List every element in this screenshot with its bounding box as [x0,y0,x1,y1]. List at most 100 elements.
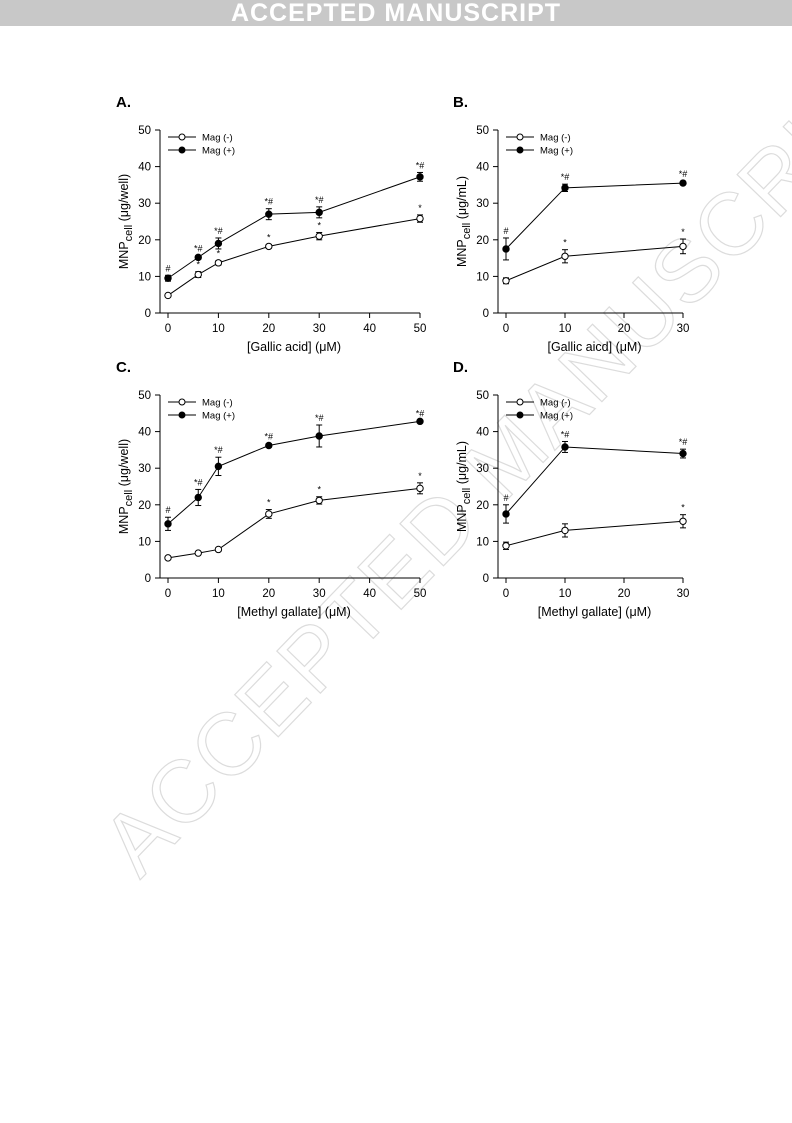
data-point-open [265,242,273,251]
significance-mark: *# [315,195,324,205]
y-tick-label: 30 [138,198,151,210]
y-tick-label: 30 [476,463,489,475]
legend-marker [516,398,524,406]
data-point-open [502,277,510,285]
series-line-mag-minus [167,218,421,296]
series-line-mag-minus [505,520,684,547]
series-line-mag-plus [505,446,684,515]
data-point-open [194,549,202,557]
panel-b: B. 0 10 20 30 40 50 0 10 20 30 [Gallic aicd] (μM) M… [450,92,710,362]
data-point-filled [194,493,202,502]
series-line-mag-plus [167,420,421,525]
x-tick-label: 0 [503,588,509,600]
significance-mark: # [503,493,508,503]
data-point-filled [315,208,323,217]
legend-label: Mag (-) [540,398,571,409]
panel-c: C. 0 10 20 30 40 50 0 10 20 30 40 50 [Methyl gallate… [110,357,440,627]
data-point-filled [416,173,424,181]
significance-mark: *# [416,408,425,418]
y-tick-label: 0 [145,573,151,585]
x-tick-label: 30 [677,588,690,600]
y-axis-label: MNPcell (μg/mL) [455,176,473,267]
significance-mark: * [681,503,685,513]
y-axis-label: MNPcell (μg/mL) [455,441,473,532]
data-point-open [315,232,323,240]
x-tick-label: 30 [313,588,326,600]
data-point-open [561,526,569,535]
x-tick-label: 20 [618,588,631,600]
significance-mark: * [267,498,271,508]
x-axis-label: [Gallic acid] (μM) [247,340,341,354]
y-tick-label: 50 [138,390,151,402]
legend-marker [516,411,524,419]
manuscript-banner: ACCEPTED MANUSCRIPT [0,0,792,27]
significance-mark: * [267,233,271,243]
y-tick-label: 40 [138,162,151,174]
y-tick-label: 0 [483,573,489,585]
significance-mark: *# [679,169,688,179]
x-axis-label: [Gallic aicd] (μM) [547,340,641,354]
banner-text: ACCEPTED MANUSCRIPT [230,0,562,27]
significance-mark: * [563,238,567,248]
data-point-open [416,214,424,223]
x-tick-label: 20 [262,588,275,600]
panel-d: D. 0 10 20 30 40 50 0 10 20 30 [Methyl gallate] (μ… [450,357,710,627]
x-tick-label: 30 [313,323,326,335]
x-tick-label: 10 [212,323,225,335]
legend-label: Mag (-) [202,398,233,409]
y-axis-label: MNPcell (μg/well) [117,439,135,534]
significance-mark: # [165,263,170,273]
panel-label-a: A. [116,94,131,111]
data-point-open [416,484,424,493]
y-tick-label: 20 [138,235,151,247]
panel-a: A. 0 10 20 30 40 50 0 10 20 30 40 50 [Gallic acid] (… [110,92,440,362]
data-point-open [502,542,510,550]
chart-c: 0 10 20 30 40 50 0 10 20 30 40 50 [Methyl gallate] (… [117,390,426,619]
legend-marker [178,133,186,141]
significance-mark: * [317,220,321,230]
significance-mark: *# [679,437,688,447]
data-point-filled [416,417,424,426]
chart-b: 0 10 20 30 40 50 0 10 20 30 [Gallic aicd] (μM) MNPc… [455,125,690,354]
data-point-filled [214,239,223,248]
chart-a: 0 10 20 30 40 50 0 10 20 30 40 50 [Gallic acid] (μM)… [117,125,426,354]
y-axis-label: MNPcell (μg/well) [117,174,135,269]
chart-d: 0 10 20 30 40 50 0 10 20 30 [Methyl gallate] (μM) M… [455,390,690,619]
y-tick-label: 30 [138,463,151,475]
significance-mark: * [418,203,422,213]
x-tick-label: 40 [363,588,376,600]
data-point-open [561,252,569,260]
significance-mark: # [165,505,170,515]
y-tick-label: 10 [138,536,151,548]
y-tick-label: 50 [138,125,151,137]
data-point-filled [164,520,172,528]
x-tick-label: 40 [363,323,376,335]
y-tick-label: 50 [476,390,489,402]
legend-marker [178,146,186,154]
significance-mark: *# [265,432,274,442]
data-point-open [315,496,323,505]
legend-label: Mag (+) [202,146,235,157]
series-line-mag-plus [505,182,684,250]
y-tick-label: 10 [138,271,151,283]
x-tick-label: 30 [677,323,690,335]
data-point-open [679,242,687,251]
data-point-filled [502,245,510,253]
data-point-open [214,259,223,267]
data-point-open [265,510,273,518]
legend-marker [516,133,524,141]
data-point-filled [265,210,273,218]
data-point-filled [561,443,569,451]
data-point-open [164,291,172,300]
x-tick-label: 20 [262,323,275,335]
x-tick-label: 10 [559,323,572,335]
legend-marker [178,411,186,419]
series-line-mag-plus [167,176,421,279]
data-point-open [164,554,172,562]
y-tick-label: 40 [476,427,489,439]
y-tick-label: 20 [476,500,489,512]
significance-mark: *# [561,172,570,182]
y-tick-label: 40 [476,162,489,174]
x-axis-label: [Methyl gallate] (μM) [237,605,350,619]
y-tick-label: 20 [476,235,489,247]
